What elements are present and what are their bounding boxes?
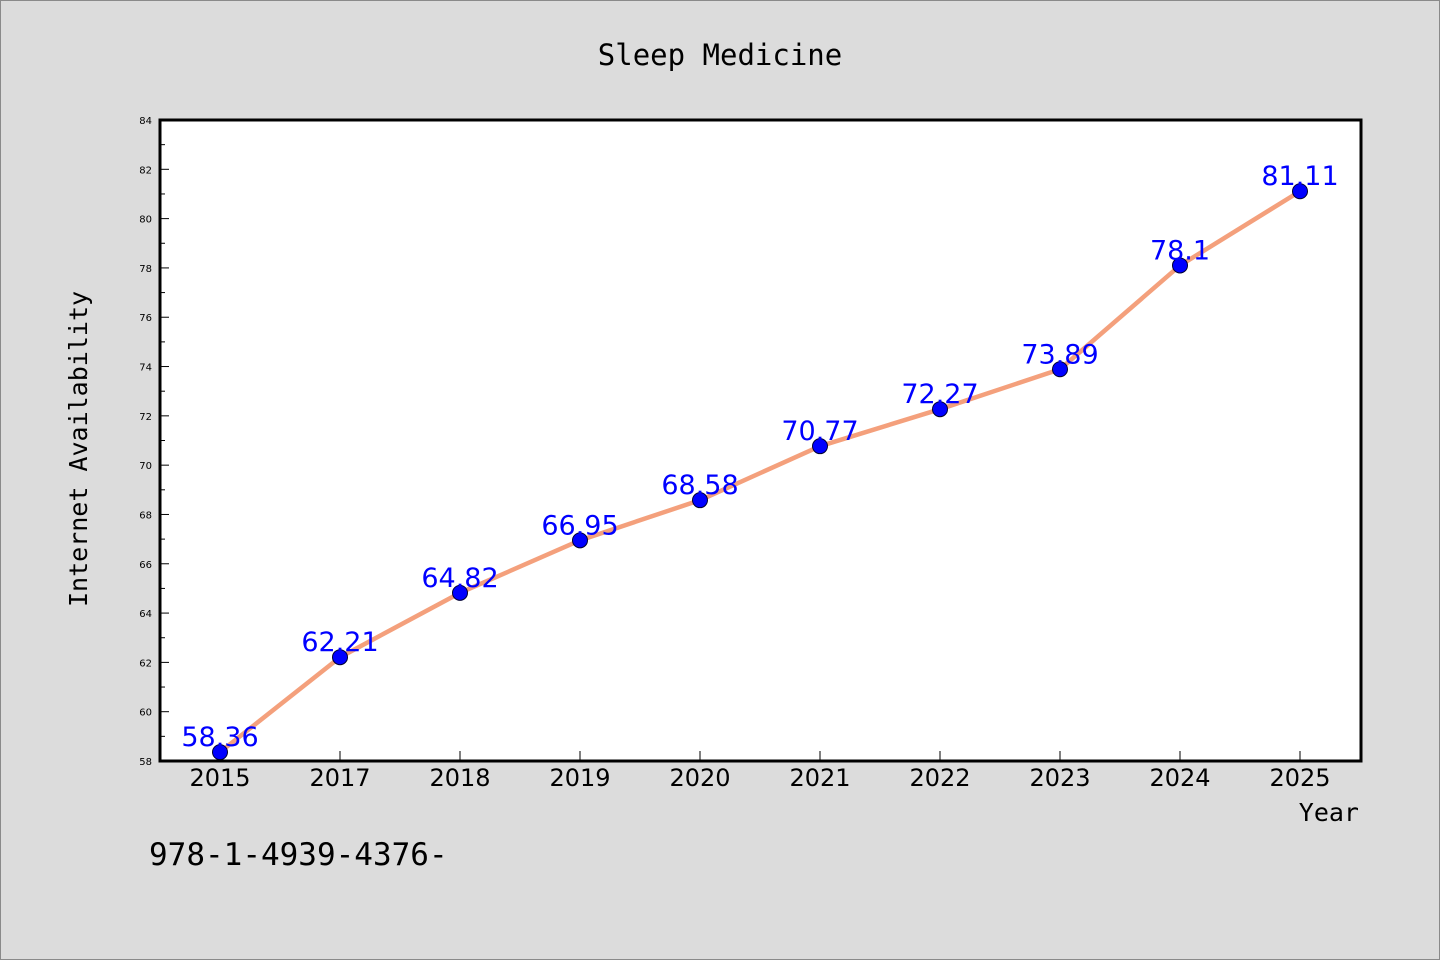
y-tick-label: 80	[139, 215, 152, 226]
y-tick-label: 74	[139, 363, 152, 374]
y-tick-label: 72	[139, 412, 152, 423]
data-point-marker	[1052, 361, 1068, 378]
y-tick-label: 64	[139, 609, 152, 620]
x-tick-label: 2015	[189, 764, 250, 792]
data-label: 73.89	[1021, 339, 1098, 370]
data-label: 64.82	[421, 563, 498, 594]
y-axis-label: Internet Availability	[64, 291, 93, 607]
data-point-marker	[1172, 257, 1188, 274]
x-tick-label: 2019	[549, 764, 610, 792]
x-tick-label: 2022	[909, 764, 970, 792]
y-tick-label: 68	[139, 510, 152, 521]
x-axis-label: Year	[1299, 798, 1359, 827]
chart-title: Sleep Medicine	[598, 38, 842, 72]
data-point-marker	[572, 532, 588, 549]
data-label: 72.27	[901, 379, 978, 410]
series-line	[217, 188, 1303, 755]
data-label: 68.58	[661, 470, 738, 501]
y-tick-label: 70	[139, 461, 152, 472]
y-tick-label: 62	[139, 658, 152, 669]
data-label-group: 58.36 62.21 64.82 66.95 68.58 70.77 72.27 73.89…	[181, 161, 1338, 753]
x-tick-label: 2020	[669, 764, 730, 792]
data-point-marker	[452, 584, 468, 601]
y-tick-label: 66	[139, 560, 152, 571]
y-tick-label: 84	[139, 116, 152, 127]
data-label: 78.1	[1150, 235, 1210, 266]
x-axis: 2015 2017 2018 2019 2020 2021 2022 2023 2024 2025	[189, 751, 1331, 792]
data-label: 58.36	[181, 722, 258, 753]
data-point-marker	[812, 438, 828, 455]
y-tick-label: 78	[139, 264, 152, 275]
x-tick-label: 2023	[1029, 764, 1090, 792]
data-label: 66.95	[541, 510, 618, 541]
isbn-text: 978-1-4939-4376-	[149, 837, 448, 873]
x-tick-label: 2025	[1269, 764, 1330, 792]
data-point-marker	[932, 401, 948, 418]
data-point-marker	[1292, 183, 1308, 200]
data-point-marker	[332, 649, 348, 666]
plot-frame	[158, 118, 1363, 763]
plot-area	[160, 120, 1361, 761]
data-label: 62.21	[301, 627, 378, 658]
y-tick-label: 76	[139, 313, 152, 324]
x-tick-label: 2021	[789, 764, 850, 792]
y-tick-label: 58	[139, 757, 152, 768]
marker-group	[212, 183, 1308, 761]
data-label: 81.11	[1261, 161, 1338, 192]
x-tick-label: 2024	[1149, 764, 1210, 792]
y-tick-label: 82	[139, 165, 152, 176]
data-point-marker	[692, 492, 708, 509]
x-tick-label: 2018	[429, 764, 490, 792]
x-tick-label: 2017	[309, 764, 370, 792]
y-tick-label: 60	[139, 708, 152, 719]
series-line-group	[217, 188, 1303, 755]
data-label: 70.77	[781, 416, 858, 447]
